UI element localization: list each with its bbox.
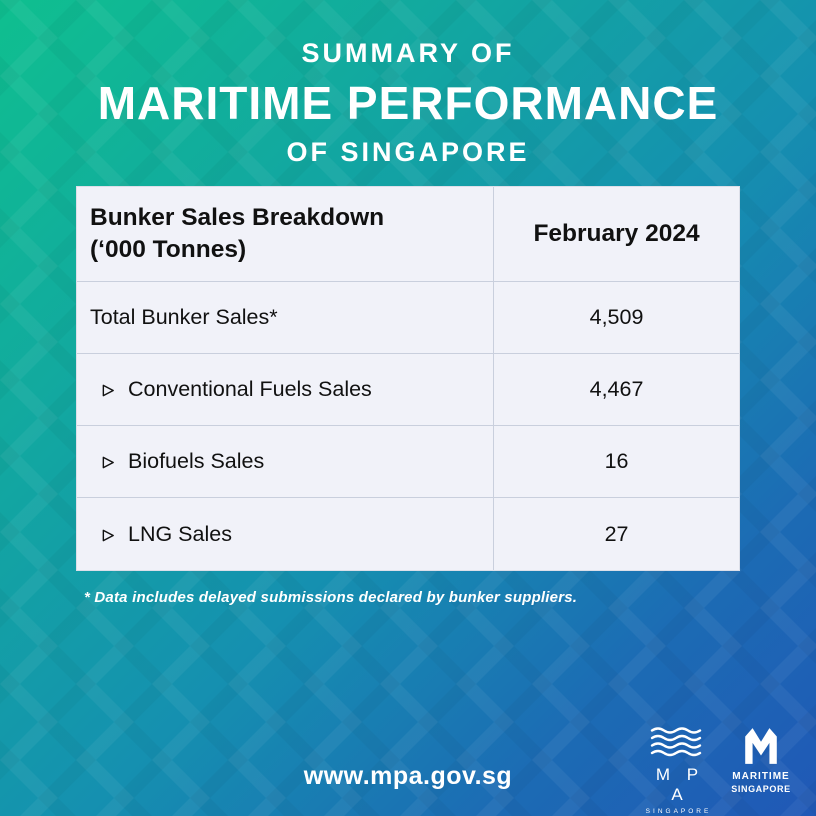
title-line-maritime-performance: MARITIME PERFORMANCE (97, 77, 719, 129)
mpa-logo: M P A SINGAPORE (642, 726, 712, 815)
row-label-cell: Biofuels Sales (77, 426, 495, 497)
table-row-total-bunker-sales: Total Bunker Sales* 4,509 (77, 282, 739, 354)
maritime-label: MARITIME (732, 771, 790, 782)
row-label-cell: Total Bunker Sales* (77, 282, 495, 353)
row-label: Conventional Fuels Sales (128, 377, 372, 401)
row-value-cell: 27 (604, 521, 629, 546)
waves-icon (650, 727, 702, 757)
mpa-singapore-label: SINGAPORE (645, 808, 712, 815)
website-url: www.mpa.gov.sg (303, 762, 513, 790)
title-line-summary-of: SUMMARY OF (301, 38, 515, 68)
row-label: LNG Sales (128, 521, 232, 546)
title-line-of-singapore: OF SINGAPORE (286, 137, 530, 167)
row-label: Total Bunker Sales* (90, 305, 278, 329)
table-header-title-line2: (‘000 Tonnes) (90, 236, 247, 263)
table-header-title-cell: Bunker Sales Breakdown (‘000 Tonnes) (77, 187, 495, 281)
maritime-singapore-logo: MARITIME SINGAPORE (722, 726, 800, 795)
row-label: Biofuels Sales (128, 449, 265, 473)
row-value-cell: 4,467 (589, 377, 644, 401)
row-value-cell: 16 (604, 449, 629, 473)
arrow-bullet-icon (102, 529, 114, 541)
m-ribbon-icon (745, 728, 777, 764)
table-header-period-cell: February 2024 (533, 220, 700, 247)
arrow-bullet-icon (102, 456, 114, 469)
table-row-biofuels: Biofuels Sales 16 (77, 426, 739, 498)
arrow-bullet-icon (102, 384, 114, 397)
mpa-letters: M P A (655, 765, 705, 804)
row-value-cell: 4,509 (589, 305, 644, 329)
table-header-row: Bunker Sales Breakdown (‘000 Tonnes) Feb… (77, 187, 739, 282)
bunker-sales-table: Bunker Sales Breakdown (‘000 Tonnes) Feb… (76, 186, 740, 571)
page-title: SUMMARY OF MARITIME PERFORMANCE OF SINGA… (0, 38, 816, 168)
table-row-lng: LNG Sales 27 (77, 498, 739, 570)
row-label-cell: LNG Sales (77, 498, 495, 570)
maritime-singapore-label: SINGAPORE (731, 783, 791, 794)
table-row-conventional-fuels: Conventional Fuels Sales 4,467 (77, 354, 739, 426)
row-label-cell: Conventional Fuels Sales (77, 354, 495, 425)
table-header-title-line1: Bunker Sales Breakdown (90, 204, 385, 232)
footnote: * Data includes delayed submissions decl… (84, 589, 578, 606)
